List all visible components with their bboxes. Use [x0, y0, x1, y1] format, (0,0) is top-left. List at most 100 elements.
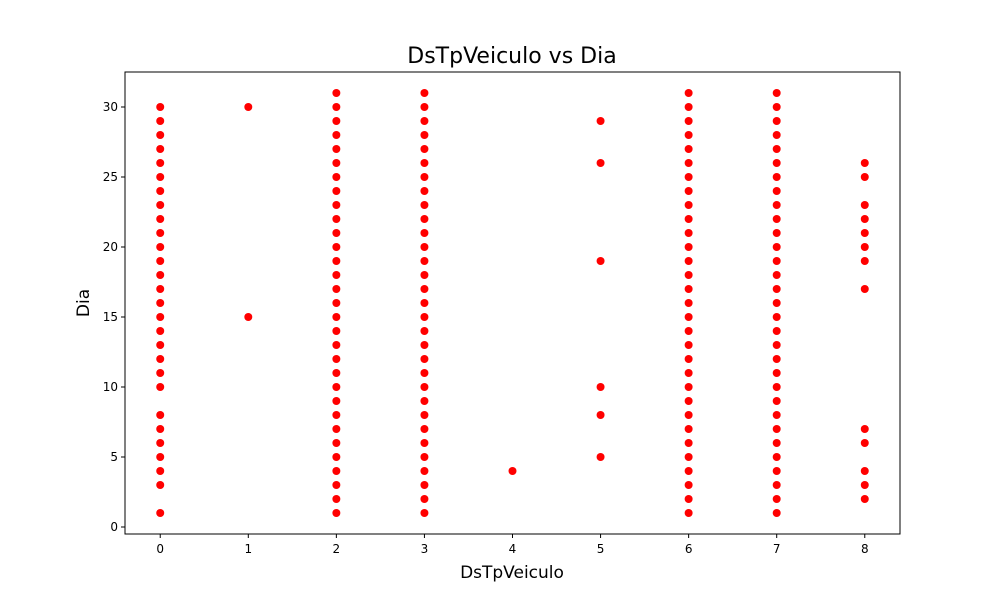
data-point	[332, 439, 341, 447]
data-point	[684, 159, 693, 167]
data-point	[596, 257, 605, 265]
data-point	[684, 89, 693, 97]
data-point	[684, 187, 693, 195]
data-point	[860, 481, 869, 489]
data-point	[332, 257, 341, 265]
data-point	[684, 131, 693, 139]
data-point	[772, 313, 781, 321]
data-point	[332, 397, 341, 405]
data-point	[332, 173, 341, 181]
data-point	[420, 355, 429, 363]
data-point	[684, 369, 693, 377]
data-point	[156, 187, 165, 195]
data-point	[156, 369, 165, 377]
data-point	[860, 159, 869, 167]
data-point	[420, 215, 429, 223]
data-point	[684, 117, 693, 125]
data-point	[156, 229, 165, 237]
data-point	[684, 383, 693, 391]
data-point	[772, 229, 781, 237]
data-point	[684, 215, 693, 223]
data-point	[420, 481, 429, 489]
data-point	[772, 243, 781, 251]
data-point	[332, 383, 341, 391]
data-point	[772, 467, 781, 475]
data-point	[420, 229, 429, 237]
data-point	[420, 285, 429, 293]
data-point	[860, 243, 869, 251]
data-point	[156, 173, 165, 181]
y-tick-label: 10	[103, 380, 118, 394]
data-point	[860, 257, 869, 265]
data-point	[332, 509, 341, 517]
data-point	[156, 341, 165, 349]
data-point	[332, 481, 341, 489]
data-point	[684, 495, 693, 503]
data-point	[860, 229, 869, 237]
data-point	[420, 201, 429, 209]
data-point	[684, 481, 693, 489]
data-point	[860, 215, 869, 223]
data-point	[684, 425, 693, 433]
y-tick-label: 15	[103, 310, 118, 324]
data-point	[332, 131, 341, 139]
data-point	[332, 341, 341, 349]
data-point	[684, 467, 693, 475]
data-point	[420, 313, 429, 321]
y-tick-label: 20	[103, 240, 118, 254]
x-axis-ticks: 0 1 2 3 4 5 6 7 8	[156, 534, 869, 556]
data-point	[860, 467, 869, 475]
data-point	[772, 481, 781, 489]
data-point	[332, 201, 341, 209]
data-point	[772, 187, 781, 195]
data-point	[156, 327, 165, 335]
data-point	[684, 327, 693, 335]
data-point	[860, 439, 869, 447]
data-point	[420, 341, 429, 349]
data-point	[772, 327, 781, 335]
data-point	[156, 201, 165, 209]
x-tick-label: 1	[244, 542, 252, 556]
data-point	[156, 131, 165, 139]
data-point	[772, 271, 781, 279]
data-point	[156, 117, 165, 125]
data-point	[860, 285, 869, 293]
data-point	[420, 117, 429, 125]
data-point	[860, 425, 869, 433]
data-point	[156, 439, 165, 447]
data-point	[156, 215, 165, 223]
data-point	[420, 257, 429, 265]
data-point	[420, 369, 429, 377]
data-point	[244, 313, 253, 321]
data-point	[860, 201, 869, 209]
y-axis-ticks: 0 5 10 15 20 25 30	[103, 100, 125, 534]
data-point	[772, 425, 781, 433]
data-point	[684, 173, 693, 181]
data-point	[156, 467, 165, 475]
x-tick-label: 3	[421, 542, 429, 556]
data-point	[420, 383, 429, 391]
data-point	[684, 439, 693, 447]
y-tick-label: 5	[110, 450, 118, 464]
x-tick-label: 6	[685, 542, 693, 556]
y-tick-label: 0	[110, 520, 118, 534]
data-point	[420, 173, 429, 181]
data-point	[332, 229, 341, 237]
data-point	[684, 509, 693, 517]
data-point	[420, 439, 429, 447]
data-point	[420, 411, 429, 419]
data-point	[684, 397, 693, 405]
data-point	[508, 467, 517, 475]
y-axis-label: Dia	[74, 289, 94, 317]
data-point	[772, 397, 781, 405]
data-point	[772, 89, 781, 97]
data-point	[596, 383, 605, 391]
data-point	[332, 327, 341, 335]
data-point	[332, 313, 341, 321]
data-point	[332, 411, 341, 419]
data-point	[860, 173, 869, 181]
data-point	[772, 103, 781, 111]
data-point	[420, 425, 429, 433]
data-point	[596, 453, 605, 461]
data-point	[684, 341, 693, 349]
